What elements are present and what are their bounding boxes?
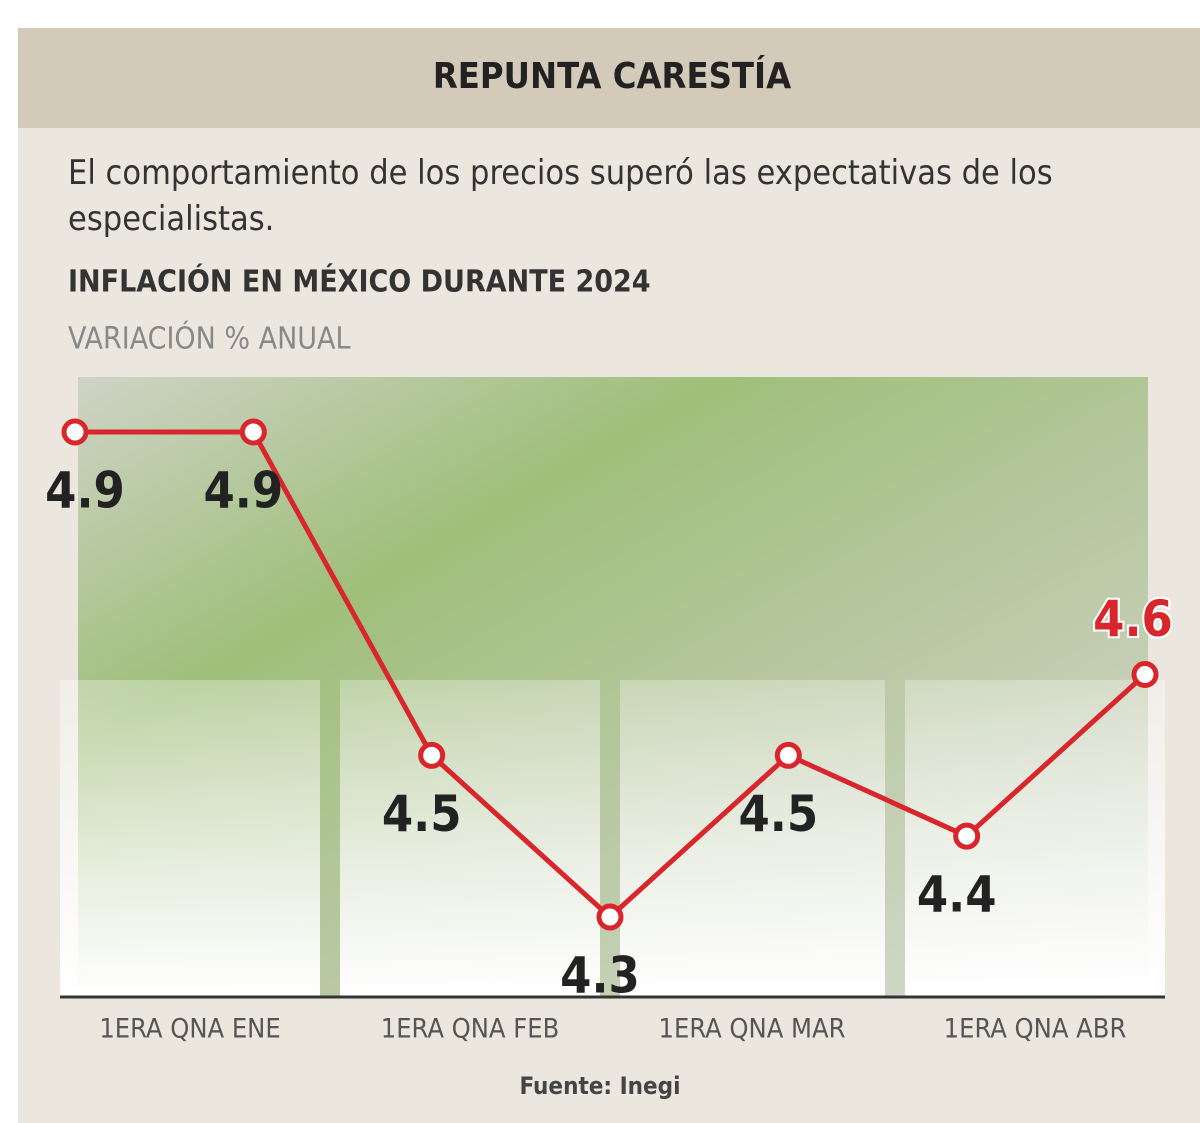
x-tick-label: 1ERA QNA ABR xyxy=(944,1014,1127,1045)
data-label: 4.9 xyxy=(45,462,125,520)
data-label: 4.5 xyxy=(382,785,462,843)
chart-title: INFLACIÓN EN MÉXICO DURANTE 2024 xyxy=(68,263,651,300)
subtitle: El comportamiento de los precios superó … xyxy=(68,153,1053,239)
data-label: 4.3 xyxy=(560,947,640,1005)
data-label: 4.4 xyxy=(917,866,997,924)
point xyxy=(774,741,802,769)
point xyxy=(61,418,89,446)
x-tick-label: 1ERA QNA MAR xyxy=(659,1014,846,1045)
data-label: 4.5 xyxy=(738,785,818,843)
source: Fuente: Inegi xyxy=(520,1072,681,1100)
point xyxy=(596,903,624,931)
x-tick-label: 1ERA QNA ENE xyxy=(99,1014,280,1045)
y-label: VARIACIÓN % ANUAL xyxy=(68,320,351,357)
point xyxy=(418,741,446,769)
point xyxy=(953,822,981,850)
header: REPUNTA CARESTÍA xyxy=(433,55,791,97)
header-bar xyxy=(18,28,1200,128)
point xyxy=(1131,661,1159,688)
data-label: 4.6 xyxy=(1093,590,1173,648)
columns xyxy=(60,680,1165,997)
subtitle-box: El comportamiento de los precios superó … xyxy=(68,153,1053,239)
x-tick-label: 1ERA QNA FEB xyxy=(381,1014,560,1045)
point xyxy=(239,418,267,446)
data-label: 4.9 xyxy=(203,462,283,520)
